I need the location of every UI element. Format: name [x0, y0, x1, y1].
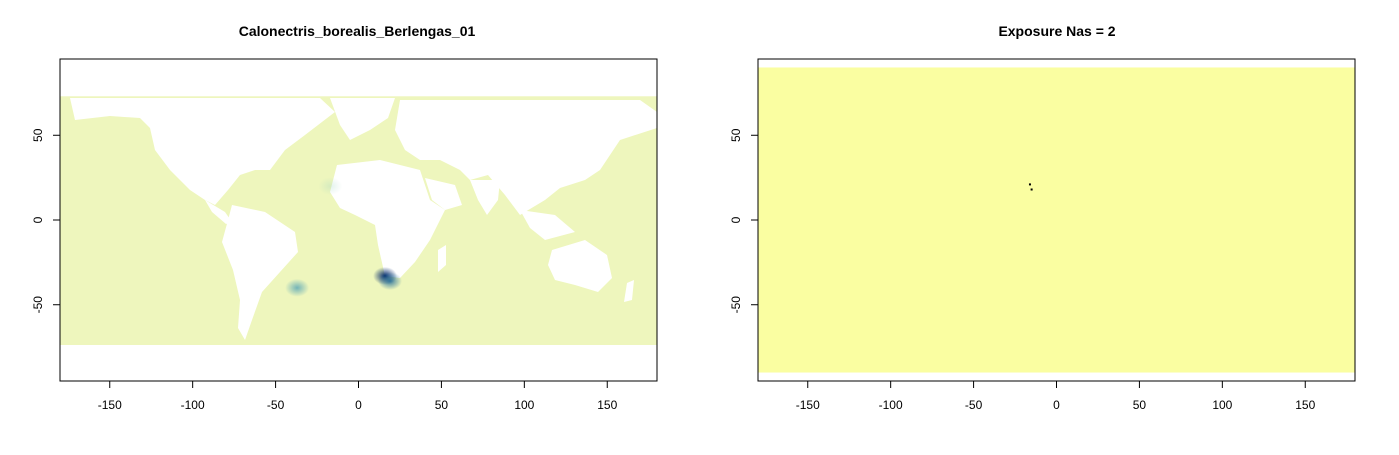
y-tick-label: -50 [729, 296, 743, 314]
na-point [1028, 183, 1031, 186]
x-tick-label: 100 [1212, 398, 1232, 412]
x-tick-label: -50 [267, 398, 285, 412]
plot-area [60, 96, 657, 381]
y-axis: -50 0 50 [31, 128, 61, 314]
x-tick-label: 150 [597, 398, 617, 412]
antarctica [60, 345, 657, 381]
chart-title: Calonectris_borealis_Berlengas_01 [239, 23, 476, 39]
south-america [222, 205, 298, 340]
hotspot [285, 278, 310, 297]
hotspot [318, 177, 343, 196]
y-tick-label: -50 [31, 296, 45, 314]
x-tick-label: 0 [355, 398, 362, 412]
africa [330, 160, 445, 278]
chart-title: Exposure Nas = 2 [998, 23, 1115, 39]
y-axis: -50 0 50 [729, 128, 759, 314]
x-tick-label: -150 [796, 398, 820, 412]
x-tick-label: 150 [1295, 398, 1315, 412]
x-tick-label: 50 [1133, 398, 1147, 412]
exposure-fill [758, 67, 1355, 373]
arabia [425, 178, 462, 210]
central-america [205, 200, 232, 224]
y-tick-label: 0 [729, 216, 743, 223]
plot-area [758, 67, 1355, 373]
india [470, 180, 500, 215]
southeast-asia [520, 210, 575, 240]
map-panel-exposure: Exposure Nas = 2 -150 -100 -50 0 50 100 150 -5… [729, 23, 1356, 412]
x-tick-label: -50 [965, 398, 983, 412]
eurasia [395, 100, 657, 215]
y-tick-label: 0 [31, 216, 45, 223]
y-tick-label: 50 [31, 128, 45, 142]
hotspot [378, 272, 403, 291]
map-panel-occurrence: Calonectris_borealis_Berlengas_01 [31, 23, 658, 412]
na-points-layer [1028, 183, 1033, 191]
greenland [330, 98, 395, 140]
x-tick-label: -100 [181, 398, 205, 412]
x-tick-label: 100 [514, 398, 534, 412]
x-axis: -150 -100 -50 0 50 100 150 [98, 380, 618, 412]
hotspot-layer [285, 177, 403, 297]
na-point [1030, 188, 1033, 191]
x-axis: -150 -100 -50 0 50 100 150 [796, 380, 1316, 412]
x-tick-label: -150 [98, 398, 122, 412]
x-tick-label: 50 [435, 398, 449, 412]
madagascar [438, 245, 446, 272]
x-tick-label: 0 [1053, 398, 1060, 412]
y-tick-label: 50 [729, 128, 743, 142]
new-zealand [624, 280, 634, 302]
x-tick-label: -100 [879, 398, 903, 412]
australia [548, 240, 612, 292]
land-masses [60, 98, 657, 381]
north-america [70, 98, 335, 205]
